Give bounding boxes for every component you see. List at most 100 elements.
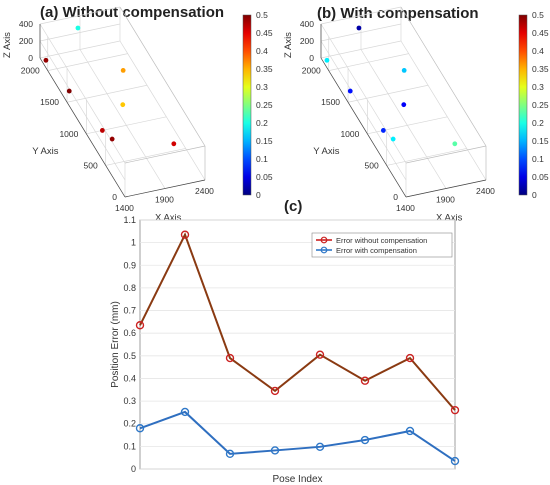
colorbar-tick-label: 0.35 (532, 64, 549, 74)
colorbar-tick-label: 0.35 (256, 64, 273, 74)
series-marker (405, 426, 415, 436)
series-marker (225, 353, 235, 363)
legend-label: Error without compensation (336, 236, 427, 245)
grid-line (347, 84, 429, 103)
grid-line (367, 116, 448, 135)
colorbar-tick-label: 0.25 (256, 100, 273, 110)
x-axis (124, 179, 206, 198)
data-point (401, 68, 407, 73)
grid-line (386, 148, 467, 166)
x-tick-label: 2400 (195, 186, 214, 196)
series-marker (405, 353, 415, 363)
series-marker (270, 386, 280, 396)
grid-line (79, 49, 166, 189)
z-tick-label: 200 (300, 36, 314, 46)
x-axis-label: X Axis (155, 213, 182, 224)
legend-box (311, 232, 453, 258)
data-point (401, 102, 407, 108)
y-tick-label: 0.5 (123, 351, 136, 361)
series-marker (360, 435, 370, 445)
y-tick-label: 0.3 (123, 396, 136, 406)
data-point (75, 25, 81, 31)
y-tick-label: 1500 (321, 97, 340, 107)
z-tick-label: 0 (309, 53, 314, 63)
data-point (324, 57, 330, 63)
y-tick-label: 0 (131, 464, 136, 474)
x-axis-label: X Axis (436, 213, 463, 224)
y-tick-label: 1.1 (123, 215, 136, 225)
colorbar-tick-label: 0.5 (532, 10, 544, 20)
colorbar-tick-label: 0.25 (532, 100, 549, 110)
grid-line (360, 49, 447, 189)
colorbar-tick-label: 0 (256, 190, 261, 200)
z-tick-label: 400 (300, 19, 314, 29)
series-marker (225, 449, 235, 459)
colorbar-tick-label: 0.45 (256, 28, 273, 38)
series-marker (450, 405, 460, 415)
colorbar-tick-label: 0.4 (532, 46, 544, 56)
box-edge (119, 6, 206, 147)
legend-label: Error with compensation (336, 246, 417, 255)
box-edge (405, 145, 487, 164)
y-tick-label: 1500 (40, 97, 59, 107)
colorbar-tick-label: 0.45 (532, 28, 549, 38)
y-axis-label: Y Axis (313, 146, 339, 157)
series-marker (360, 376, 370, 385)
colorbar-tick-label: 0 (532, 190, 537, 200)
y-tick-label: 2000 (302, 66, 321, 76)
colorbar-tick-label: 0.15 (532, 136, 549, 146)
y-axis-label: Position Error (mm) (110, 301, 121, 388)
grid-line (39, 40, 126, 181)
data-point (66, 88, 72, 94)
y-tick-label: 500 (364, 160, 378, 170)
z-axis-label: Z Axis (283, 32, 294, 58)
panel-b-title: (b) With compensation (317, 5, 479, 22)
y-axis (320, 57, 407, 198)
data-point (99, 128, 105, 133)
grid-line (39, 23, 126, 164)
colorbar-tick-label: 0.2 (532, 118, 544, 128)
y-tick-label: 0.6 (123, 328, 136, 338)
y-tick-label: 1000 (59, 129, 78, 139)
grid-line (320, 6, 402, 25)
data-point (390, 136, 396, 142)
data-point (452, 141, 458, 147)
data-point (43, 57, 49, 63)
grid-line (320, 23, 402, 42)
y-tick-label: 2000 (21, 66, 40, 76)
panel-c-title: (c) (284, 198, 303, 215)
box-edge (400, 6, 487, 147)
grid-line (320, 40, 407, 181)
series-marker (315, 442, 325, 452)
grid-line (400, 40, 487, 181)
y-tick-label: 0.8 (123, 283, 136, 293)
box-edge (124, 145, 206, 164)
series-marker (135, 321, 145, 330)
data-point (347, 88, 353, 94)
z-axis-label: Z Axis (2, 32, 13, 58)
y-tick-label: 0.2 (123, 419, 136, 429)
colorbar-tick-label: 0.05 (256, 172, 273, 182)
y-tick-label: 0.4 (123, 373, 136, 383)
plot-area (139, 219, 456, 470)
series-line (139, 410, 456, 462)
x-tick-label: 2400 (476, 186, 495, 196)
grid-line (86, 116, 167, 135)
series-marker (315, 350, 325, 359)
colorbar (242, 14, 252, 196)
grid-line (39, 40, 121, 59)
y-axis-label: Y Axis (32, 146, 58, 157)
grid-line (119, 40, 206, 181)
x-axis-label: Pose Index (272, 474, 322, 485)
legend-marker (320, 246, 328, 254)
colorbar-tick-label: 0.4 (256, 46, 268, 56)
grid-line (320, 40, 402, 59)
grid-line (320, 23, 407, 164)
data-point (171, 141, 177, 147)
data-point (356, 25, 362, 31)
grid-line (328, 53, 409, 71)
colorbar-tick-label: 0.1 (256, 154, 268, 164)
x-tick-label: 1900 (436, 195, 455, 205)
y-tick-label: 1 (131, 238, 136, 248)
